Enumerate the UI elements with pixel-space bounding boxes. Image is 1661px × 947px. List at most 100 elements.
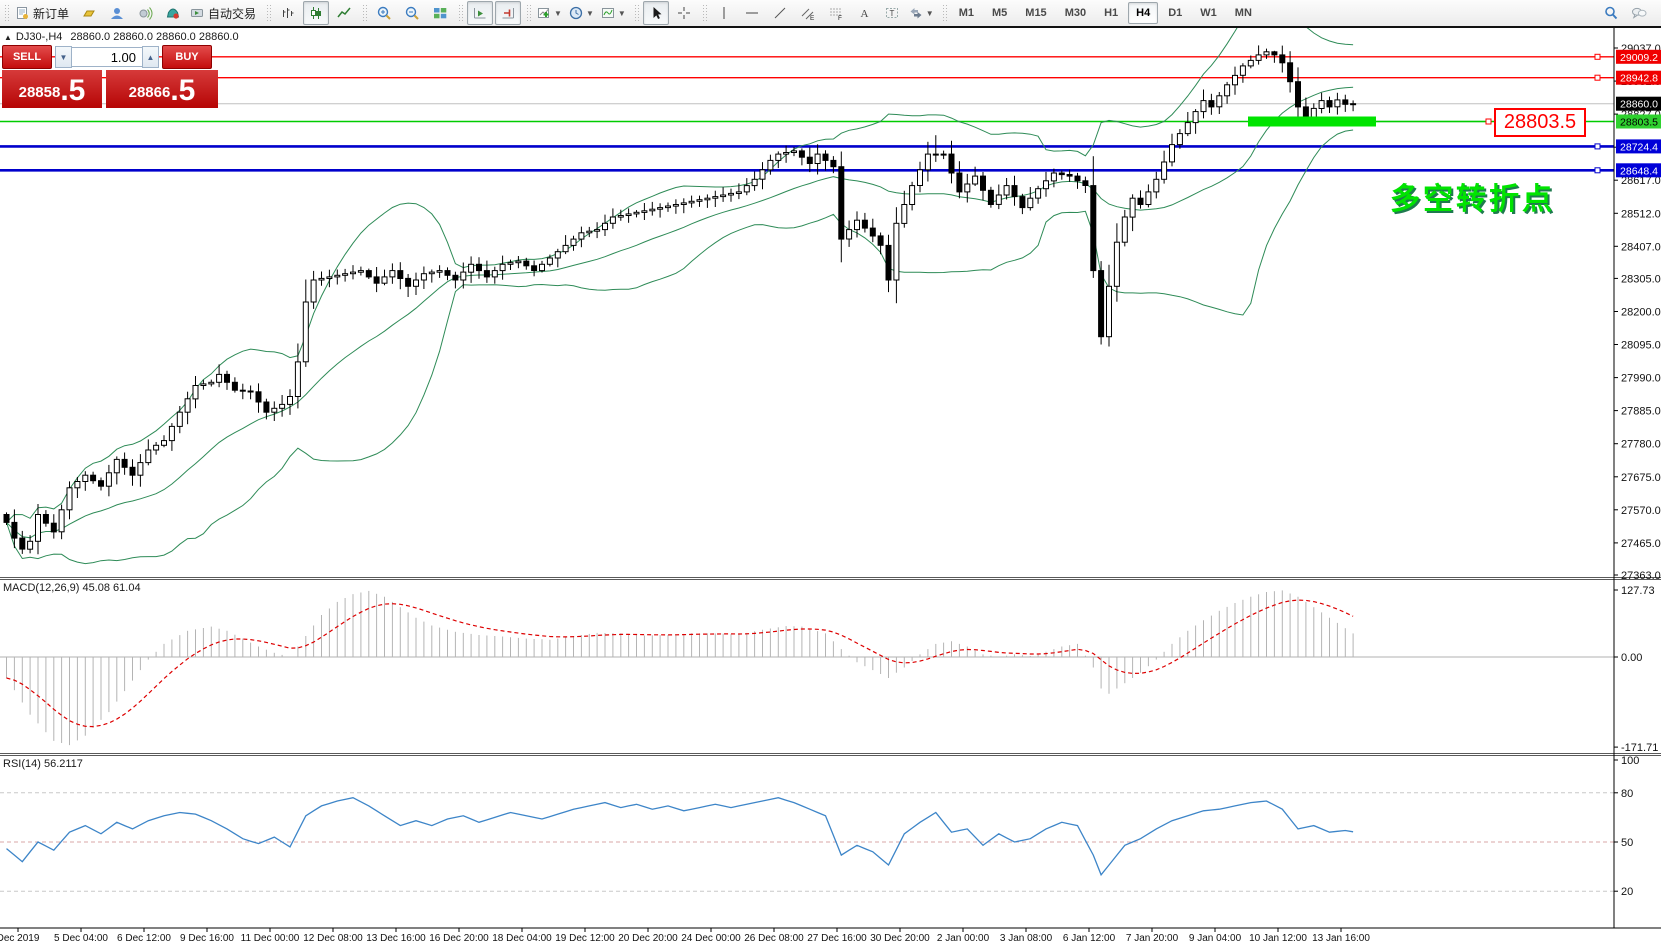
sell-button[interactable]: SELL bbox=[2, 45, 52, 69]
bollinger-bands[interactable] bbox=[6, 9, 1354, 565]
buy-price-display[interactable]: 28866 .5 bbox=[106, 70, 218, 108]
periods-button[interactable]: ▼ bbox=[567, 1, 597, 25]
timeframe-button-m5[interactable]: M5 bbox=[992, 7, 1008, 19]
svg-text:-171.71: -171.71 bbox=[1621, 742, 1658, 754]
chart-shift-button[interactable] bbox=[495, 1, 522, 25]
equidistant-channel-button-icon: E bbox=[801, 8, 815, 21]
toolbar-group-grip[interactable] bbox=[633, 4, 639, 22]
arrows-button[interactable]: ▼ bbox=[907, 1, 937, 25]
rsi-indicator bbox=[0, 792, 1614, 892]
timeframe-button-mn[interactable]: MN bbox=[1234, 7, 1252, 19]
svg-text:27780.0: 27780.0 bbox=[1621, 439, 1661, 451]
autotrading-button[interactable]: 自动交易 bbox=[188, 1, 261, 25]
tile-windows-button[interactable] bbox=[427, 1, 453, 25]
svg-text:100: 100 bbox=[1621, 755, 1639, 767]
callout-anchor-handle[interactable] bbox=[1485, 118, 1492, 125]
signals-button-icon bbox=[139, 7, 153, 20]
trendline-button[interactable] bbox=[767, 1, 793, 25]
toolbar-group-grip[interactable] bbox=[266, 4, 272, 22]
candlestick-chart-button-icon bbox=[311, 7, 322, 19]
svg-text:18 Dec 04:00: 18 Dec 04:00 bbox=[492, 933, 552, 944]
pane-separator[interactable] bbox=[0, 577, 1661, 578]
toolbar-group-grip[interactable] bbox=[941, 4, 947, 22]
favorites-button[interactable] bbox=[76, 1, 102, 25]
pane-separator[interactable] bbox=[0, 753, 1661, 754]
volume-input[interactable] bbox=[72, 47, 142, 67]
timeframe-button-w1[interactable]: W1 bbox=[1200, 7, 1217, 19]
symbol-period-label: DJ30-,H4 bbox=[15, 31, 63, 43]
svg-text:29009.2: 29009.2 bbox=[1620, 52, 1658, 64]
timeframe-button-m15[interactable]: M15 bbox=[1025, 7, 1047, 19]
vertical-line-button-icon bbox=[723, 7, 725, 19]
horizontal-line-button-icon bbox=[745, 12, 758, 14]
candlestick-chart-button[interactable] bbox=[303, 1, 330, 25]
svg-text:80: 80 bbox=[1621, 788, 1633, 800]
line-chart-button-icon bbox=[337, 7, 351, 18]
new-order-button[interactable]: 新订单 bbox=[13, 1, 74, 25]
text-button[interactable]: A bbox=[851, 1, 877, 25]
line-chart-button[interactable] bbox=[331, 1, 357, 25]
signals-button[interactable] bbox=[132, 1, 158, 25]
cursor-button-icon bbox=[653, 7, 662, 19]
svg-text:27363.0: 27363.0 bbox=[1621, 570, 1661, 582]
timeframe-button-m30[interactable]: M30 bbox=[1064, 7, 1087, 19]
timeframe-button-d1[interactable]: D1 bbox=[1168, 7, 1183, 19]
sell-price-display[interactable]: 28858 .5 bbox=[2, 70, 102, 108]
vertical-line-button[interactable] bbox=[711, 1, 737, 25]
arrows-button-icon bbox=[910, 8, 922, 19]
new-chart-button[interactable]: ▼ bbox=[535, 1, 565, 25]
svg-text:28803.5: 28803.5 bbox=[1620, 117, 1658, 129]
svg-text:2 Jan 00:00: 2 Jan 00:00 bbox=[937, 933, 990, 944]
toolbar-group-grip[interactable] bbox=[458, 4, 464, 22]
svg-text:6 Jan 12:00: 6 Jan 12:00 bbox=[1063, 933, 1116, 944]
collapse-panel-icon[interactable]: ▲ bbox=[4, 32, 12, 42]
chart-background bbox=[0, 28, 1661, 947]
auto-scroll-button[interactable] bbox=[467, 1, 494, 25]
chart-shift-button-icon bbox=[502, 8, 515, 19]
toolbar-group-grip[interactable] bbox=[526, 4, 532, 22]
text-button-icon: A bbox=[860, 8, 868, 20]
timeframe-button-m1[interactable]: M1 bbox=[958, 7, 974, 19]
toolbar-group-grip[interactable] bbox=[362, 4, 368, 22]
svg-text:28305.0: 28305.0 bbox=[1621, 273, 1661, 285]
svg-text:20: 20 bbox=[1621, 886, 1633, 898]
candlesticks[interactable] bbox=[3, 45, 1357, 555]
cursor-button[interactable] bbox=[642, 1, 669, 25]
market-button[interactable] bbox=[160, 1, 186, 25]
time-axis[interactable]: Dec 2019 5 Dec 04:00 6 Dec 12:00 9 Dec 16:0… bbox=[0, 927, 1661, 944]
label-button[interactable]: T bbox=[879, 1, 905, 25]
timeframe-button-h4[interactable]: H4 bbox=[1128, 2, 1159, 24]
price-callout-label[interactable]: 28803.5 bbox=[1494, 108, 1586, 137]
chart-text-annotation[interactable]: 多空转折点 bbox=[1390, 183, 1555, 216]
pane-separator[interactable] bbox=[0, 579, 1661, 580]
search-button[interactable] bbox=[1598, 1, 1624, 25]
volume-decrease-button[interactable]: ▼ bbox=[55, 46, 72, 68]
chat-button-icon bbox=[1632, 7, 1647, 19]
equidistant-channel-button[interactable]: E bbox=[795, 1, 821, 25]
svg-text:27570.0: 27570.0 bbox=[1621, 505, 1661, 517]
autotrading-button-icon bbox=[191, 9, 204, 17]
horizontal-line-button[interactable] bbox=[739, 1, 765, 25]
chat-button[interactable] bbox=[1626, 1, 1652, 25]
buy-button[interactable]: BUY bbox=[162, 45, 212, 69]
price-axis[interactable]: 29037.028932.028827.028722.028617.028512… bbox=[1613, 28, 1661, 928]
timeframe-button-h1[interactable]: H1 bbox=[1104, 7, 1119, 19]
volume-increase-button[interactable]: ▲ bbox=[142, 46, 159, 68]
bar-chart-button[interactable] bbox=[275, 1, 301, 25]
toolbar-divider bbox=[0, 26, 1661, 28]
templates-button[interactable]: ▼ bbox=[599, 1, 629, 25]
crosshair-button[interactable] bbox=[671, 1, 697, 25]
zoom-in-button[interactable] bbox=[371, 1, 397, 25]
zoom-out-button[interactable] bbox=[399, 1, 425, 25]
support-highlight-bar[interactable] bbox=[1248, 116, 1376, 127]
svg-text:28860.0: 28860.0 bbox=[1620, 99, 1658, 111]
fibonacci-button[interactable]: F bbox=[823, 1, 849, 25]
community-button[interactable] bbox=[104, 1, 130, 25]
toolbar-group-grip[interactable] bbox=[701, 4, 707, 22]
pane-separator[interactable] bbox=[0, 755, 1661, 756]
svg-text:T: T bbox=[889, 9, 894, 18]
svg-text:28200.0: 28200.0 bbox=[1621, 307, 1661, 319]
trendline-button-icon bbox=[774, 7, 786, 19]
toolbar-group-grip[interactable] bbox=[4, 4, 9, 22]
